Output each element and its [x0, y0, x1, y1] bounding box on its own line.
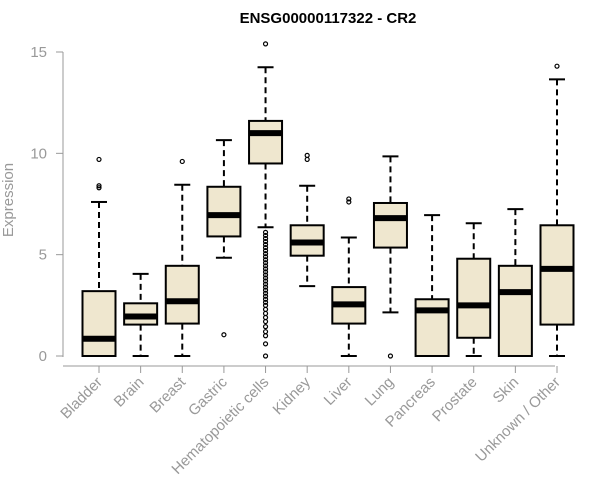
outlier-point [346, 196, 352, 202]
box-bladder [81, 156, 117, 357]
box-hematopoietic-cells [248, 41, 284, 359]
outlier-point [262, 278, 269, 284]
x-tick-label: Prostate [429, 374, 481, 426]
y-axis-label: Expression [0, 163, 17, 237]
box-iqr [497, 264, 533, 357]
outlier-point [262, 299, 269, 305]
outlier-point [262, 248, 269, 254]
outlier-point [262, 251, 269, 257]
chart-title: ENSG00000117322 - CR2 [240, 10, 417, 27]
outlier-point [262, 353, 269, 359]
x-tick-label: Liver [321, 374, 356, 409]
outlier-point [262, 229, 269, 235]
outlier-point [221, 332, 227, 338]
box-iqr [456, 257, 492, 339]
outlier-point [262, 341, 269, 347]
box-kidney [289, 152, 325, 288]
box-iqr [372, 201, 408, 249]
outlier-point [304, 156, 310, 163]
box-iqr [81, 290, 117, 357]
box-brain [123, 272, 159, 357]
outlier-point [262, 290, 269, 296]
outlier-point [262, 281, 269, 287]
y-tick-label: 5 [39, 247, 47, 264]
y-tick-label: 0 [39, 348, 47, 365]
outlier-point [262, 314, 269, 321]
outlier-point [262, 241, 269, 248]
outlier-point [262, 260, 269, 266]
outlier-point [387, 353, 394, 359]
outlier-point [96, 183, 102, 189]
outlier-point [262, 244, 269, 251]
outlier-point [262, 284, 269, 290]
box-unknown-other [539, 63, 575, 357]
outlier-point [262, 254, 269, 260]
x-tick-label: Kidney [270, 373, 315, 418]
outlier-point [262, 269, 269, 275]
outlier-point [262, 310, 269, 317]
outlier-point [262, 296, 269, 302]
outlier-point [96, 156, 102, 163]
boxes [81, 41, 575, 359]
outlier-point [262, 272, 269, 278]
box-iqr [206, 185, 242, 238]
outlier-point [262, 293, 269, 299]
box-lung [372, 155, 408, 359]
outlier-point [262, 287, 269, 293]
outlier-point [262, 232, 269, 239]
box-iqr [539, 224, 575, 326]
outlier-point [96, 185, 102, 191]
outlier-point [304, 152, 310, 158]
box-breast [164, 158, 200, 357]
x-tick-label: Breast [146, 373, 189, 416]
y-ticks: 0 5 10 15 [30, 44, 63, 365]
x-tick-label: Skin [490, 374, 523, 407]
outlier-point [346, 199, 352, 205]
outlier-point [262, 238, 269, 245]
x-tick-label: Lung [362, 374, 398, 410]
outlier-point [262, 324, 269, 330]
box-gastric [206, 139, 242, 338]
outlier-point [262, 306, 269, 312]
outlier-point [262, 275, 269, 281]
outlier-point [262, 302, 269, 308]
box-liver [331, 196, 367, 357]
outlier-point [262, 329, 269, 335]
box-iqr [248, 119, 284, 165]
box-pancreas [414, 214, 450, 357]
outlier-point [554, 63, 560, 69]
box-iqr [164, 264, 200, 325]
x-tick-label: Bladder [57, 374, 106, 423]
box-skin [497, 208, 533, 357]
outlier-point [262, 235, 269, 242]
box-prostate [456, 222, 492, 357]
outlier-point [262, 41, 269, 47]
outlier-point [179, 158, 185, 165]
x-tick-label: Brain [111, 374, 148, 411]
outlier-point [262, 263, 269, 269]
y-tick-label: 15 [30, 44, 47, 61]
outlier-point [262, 257, 269, 263]
outlier-point [262, 266, 269, 272]
y-tick-label: 10 [30, 145, 47, 162]
outlier-point [262, 333, 269, 339]
outlier-point [262, 318, 269, 325]
